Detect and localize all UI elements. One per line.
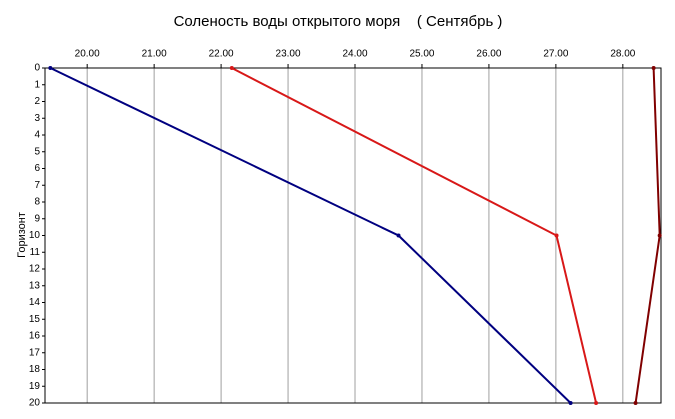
series-point: [396, 233, 401, 238]
series-point: [633, 401, 638, 405]
plot-frame: [44, 67, 662, 404]
series-point: [554, 233, 559, 238]
y-tick-label: 10: [29, 230, 41, 241]
series-line: [49, 67, 572, 404]
y-tick-label: 17: [29, 347, 41, 358]
y-tick-label: 14: [29, 297, 41, 308]
y-tick-label: 0: [34, 63, 40, 74]
y-tick-label: 18: [29, 364, 41, 375]
y-tick-label: 1: [34, 79, 40, 90]
x-tick-label: 26.00: [476, 49, 501, 60]
x-tick-label: 21.00: [142, 49, 167, 60]
x-tick-label: 25.00: [409, 49, 434, 60]
y-tick-label: 2: [34, 96, 40, 107]
y-tick-label: 3: [34, 113, 40, 124]
y-tick-label: 13: [29, 280, 41, 291]
x-tick-label: 27.00: [543, 49, 568, 60]
series-point: [594, 401, 599, 405]
y-tick-label: 19: [29, 381, 41, 392]
series-point: [651, 66, 656, 70]
y-tick-label: 12: [29, 264, 41, 275]
y-tick-label: 6: [34, 163, 40, 174]
y-tick-label: 5: [34, 146, 40, 157]
y-tick-label: 9: [34, 213, 40, 224]
series-point: [568, 401, 573, 405]
y-tick-label: 11: [30, 247, 41, 258]
x-tick-label: 22.00: [209, 49, 234, 60]
x-tick-label: 20.00: [75, 49, 100, 60]
series-line: [231, 67, 598, 404]
y-tick-label: 4: [34, 130, 40, 141]
x-tick-label: 24.00: [342, 49, 367, 60]
x-tick-label: 23.00: [276, 49, 301, 60]
y-tick-label: 16: [29, 331, 41, 342]
y-axis-label: Горизонт: [16, 212, 28, 258]
chart-title: Соленость воды открытого моря ( Сентябрь…: [174, 13, 503, 30]
series-point: [48, 66, 53, 70]
series-point: [657, 233, 662, 238]
y-tick-label: 8: [34, 197, 40, 208]
y-tick-label: 15: [29, 314, 41, 325]
y-tick-label: 20: [29, 398, 41, 409]
series-line: [634, 67, 661, 404]
series-point: [229, 66, 234, 70]
y-tick-label: 7: [34, 180, 40, 191]
x-tick-label: 28.00: [610, 49, 635, 60]
